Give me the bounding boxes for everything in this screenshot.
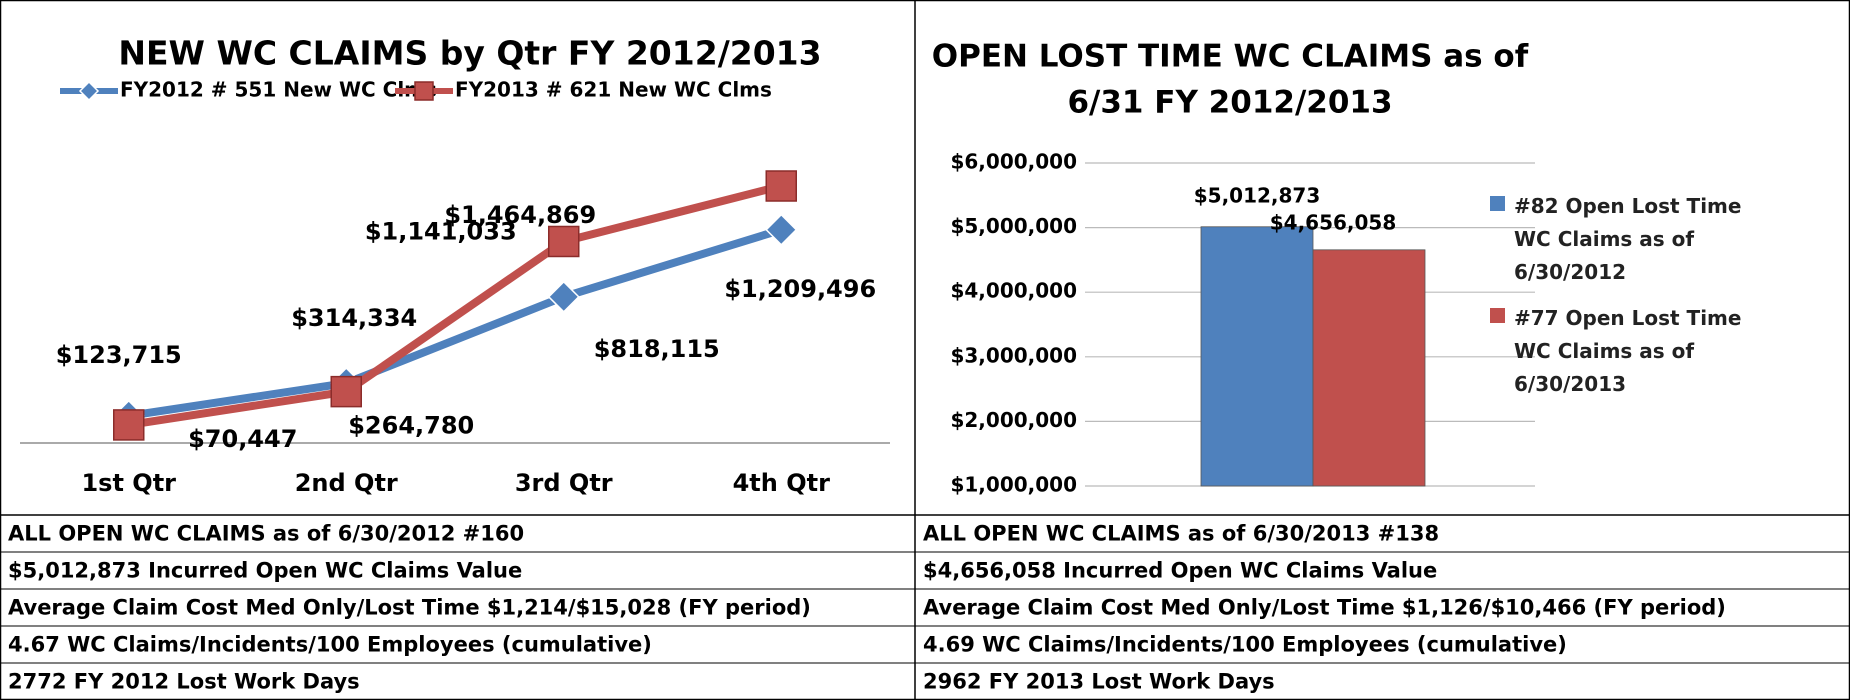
marker xyxy=(547,280,580,313)
table-cell: $4,656,058 Incurred Open WC Claims Value xyxy=(923,559,1437,583)
data-label: $314,334 xyxy=(291,304,417,332)
y-tick-label: $5,000,000 xyxy=(950,214,1077,238)
chart-title: 6/31 FY 2012/2013 xyxy=(1067,85,1392,121)
chart-title: NEW WC CLAIMS by Qtr FY 2012/2013 xyxy=(118,34,821,73)
data-label: $5,012,873 xyxy=(1194,183,1321,207)
marker xyxy=(414,81,434,101)
table-cell: ALL OPEN WC CLAIMS as of 6/30/2013 #138 xyxy=(923,522,1439,546)
data-label: $1,209,496 xyxy=(724,275,876,303)
x-tick-label: 2nd Qtr xyxy=(295,469,398,497)
legend-entry: #82 Open Lost Time WC Claims as of 6/30/… xyxy=(1514,194,1742,284)
marker xyxy=(765,213,798,246)
chart-title: OPEN LOST TIME WC CLAIMS as of xyxy=(932,39,1529,75)
marker xyxy=(113,409,145,441)
y-tick-label: $6,000,000 xyxy=(950,150,1077,174)
data-label: $1,464,869 xyxy=(444,201,596,229)
table-cell: Average Claim Cost Med Only/Lost Time $1… xyxy=(8,596,811,620)
table-cell: 2962 FY 2013 Lost Work Days xyxy=(923,670,1275,694)
legend-label: FY2013 # 621 New WC Clms xyxy=(455,78,772,102)
data-label: $264,780 xyxy=(348,412,474,440)
y-tick-label: $3,000,000 xyxy=(950,343,1077,367)
bar xyxy=(1312,249,1426,487)
series-line xyxy=(128,182,783,429)
marker xyxy=(765,170,797,202)
table-cell: $5,012,873 Incurred Open WC Claims Value xyxy=(8,559,522,583)
table-cell: 4.69 WC Claims/Incidents/100 Employees (… xyxy=(923,633,1567,657)
y-tick-label: $2,000,000 xyxy=(950,408,1077,432)
y-tick-label: $4,000,000 xyxy=(950,279,1077,303)
data-label: $4,656,058 xyxy=(1270,210,1397,234)
series-line xyxy=(128,225,783,420)
legend-swatch xyxy=(1490,308,1505,323)
y-tick-label: $1,000,000 xyxy=(950,473,1077,497)
legend-swatch xyxy=(1490,196,1505,211)
marker xyxy=(78,80,100,102)
legend-label: #77 Open Lost Time WC Claims as of 6/30/… xyxy=(1514,306,1742,396)
data-label: $1,141,033 xyxy=(365,217,517,245)
x-tick-label: 3rd Qtr xyxy=(515,469,613,497)
x-tick-label: 1st Qtr xyxy=(81,469,176,497)
table-cell: Average Claim Cost Med Only/Lost Time $1… xyxy=(923,596,1726,620)
legend-label: FY2012 # 551 New WC Clms xyxy=(120,78,437,102)
marker xyxy=(330,375,362,408)
legend-label: #82 Open Lost Time WC Claims as of 6/30/… xyxy=(1514,194,1742,284)
data-label: $70,447 xyxy=(188,425,297,453)
table-cell: 2772 FY 2012 Lost Work Days xyxy=(8,670,360,694)
data-label: $818,115 xyxy=(594,335,720,363)
marker xyxy=(548,225,580,258)
table-cell: ALL OPEN WC CLAIMS as of 6/30/2012 #160 xyxy=(8,522,524,546)
data-label: $123,715 xyxy=(56,341,182,369)
bar xyxy=(1200,226,1314,487)
table-cell: 4.67 WC Claims/Incidents/100 Employees (… xyxy=(8,633,652,657)
x-tick-label: 4th Qtr xyxy=(733,469,830,497)
legend-entry: #77 Open Lost Time WC Claims as of 6/30/… xyxy=(1514,306,1742,396)
